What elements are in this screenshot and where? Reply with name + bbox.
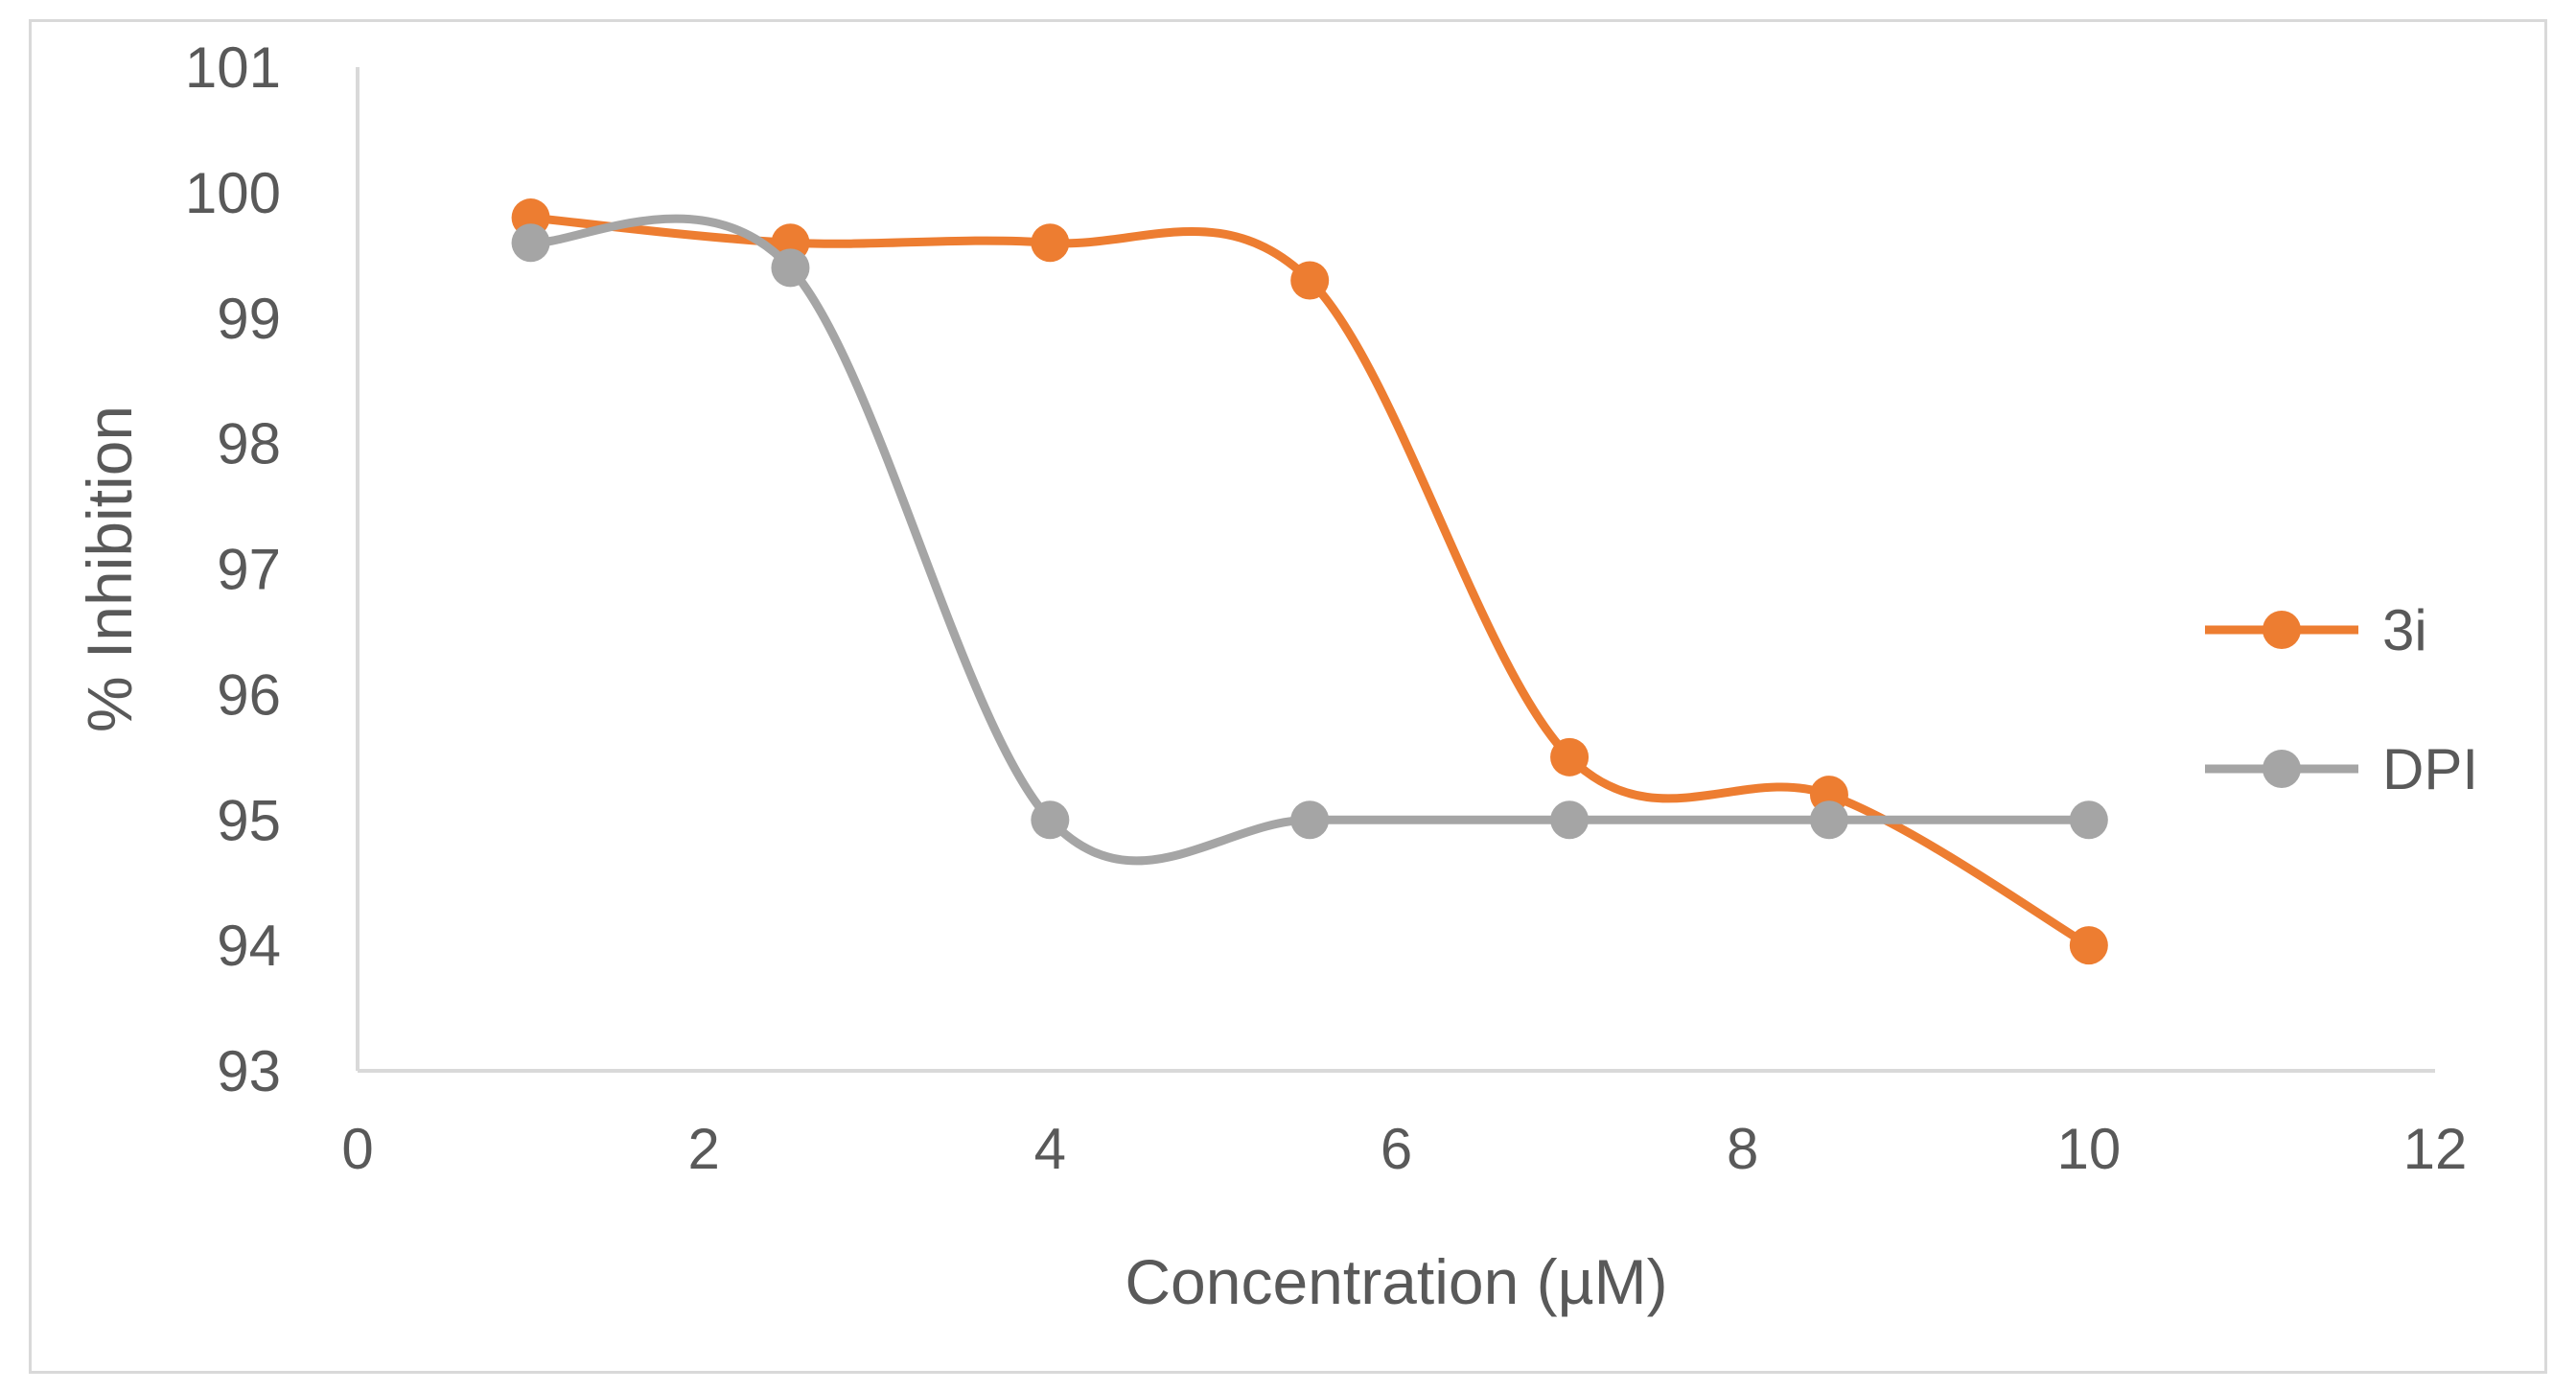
data-point-dpi: [1809, 800, 1848, 840]
data-point-3i: [1031, 223, 1070, 263]
x-tick-label: 8: [1727, 1117, 1758, 1181]
y-tick-label: 101: [185, 35, 281, 100]
y-tick-label: 97: [217, 538, 281, 602]
data-point-dpi: [511, 223, 550, 263]
y-tick-label: 94: [217, 914, 281, 978]
x-tick-label: 0: [341, 1117, 373, 1181]
plot-series: [511, 198, 2108, 965]
data-point-3i: [1290, 261, 1330, 300]
legend-marker-dpi: [2263, 750, 2301, 788]
series-dpi-group: [511, 214, 2108, 866]
legend-item-dpi: DPI: [2205, 737, 2478, 801]
tick-labels: 93 94 95 96 97 98 99 100 101 0 2 4 6 8 10 12: [185, 35, 2467, 1181]
legend: 3i DPI: [2205, 598, 2478, 801]
series-3i-group: [511, 198, 2108, 965]
data-point-dpi: [1031, 800, 1070, 840]
legend-label-3i: 3i: [2382, 598, 2427, 662]
y-tick-label: 99: [217, 287, 281, 351]
legend-label-dpi: DPI: [2382, 737, 2478, 801]
y-tick-label: 93: [217, 1039, 281, 1103]
legend-marker-3i: [2263, 611, 2301, 649]
y-tick-label: 98: [217, 412, 281, 476]
y-tick-label: 95: [217, 788, 281, 852]
x-axis-title: Concentration (µM): [1125, 1246, 1667, 1317]
data-point-dpi: [2069, 800, 2108, 840]
data-point-dpi: [1550, 800, 1590, 840]
legend-item-3i: 3i: [2205, 598, 2427, 662]
series-line-dpi: [526, 214, 2094, 866]
x-tick-label: 10: [2056, 1117, 2121, 1181]
chart-area: [29, 19, 2547, 1374]
axes: [356, 67, 2435, 1073]
x-tick-label: 4: [1034, 1117, 1066, 1181]
data-point-dpi: [771, 248, 810, 288]
data-point-3i: [2069, 926, 2108, 965]
x-tick-label: 6: [1381, 1117, 1412, 1181]
data-point-3i: [1550, 737, 1590, 777]
y-tick-label: 100: [185, 161, 281, 225]
x-tick-label: 2: [687, 1117, 719, 1181]
y-tick-label: 96: [217, 662, 281, 727]
data-point-dpi: [1290, 800, 1330, 840]
x-tick-label: 12: [2403, 1117, 2468, 1181]
y-axis-title: % Inhibition: [74, 406, 145, 732]
